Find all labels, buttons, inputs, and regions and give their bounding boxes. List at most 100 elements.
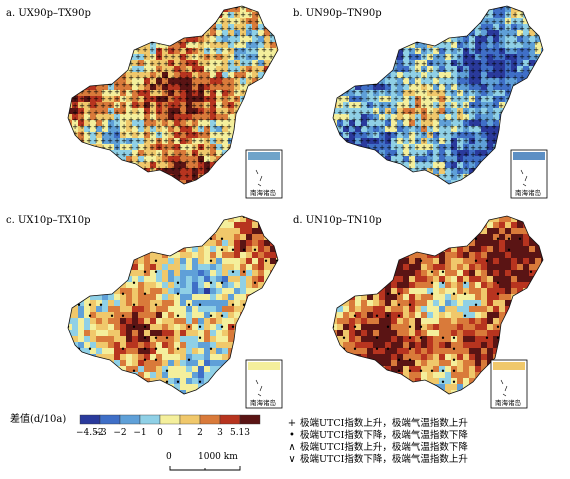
- significance-marker: +: [93, 144, 99, 152]
- significance-marker: +: [477, 116, 483, 124]
- colorbar-tick-label: 5.13: [230, 428, 250, 438]
- significance-marker: +: [261, 116, 267, 124]
- significance-marker: +: [428, 158, 434, 166]
- significance-marker: +: [233, 151, 239, 159]
- significance-marker: •: [485, 213, 490, 222]
- significance-marker: +: [79, 46, 85, 54]
- significance-marker: +: [198, 74, 204, 82]
- significance-marker: +: [184, 109, 190, 117]
- significance-marker: +: [491, 165, 497, 173]
- significance-marker: +: [351, 151, 357, 159]
- significance-marker: +: [358, 151, 364, 159]
- significance-marker: +: [198, 144, 204, 152]
- significance-marker: +: [484, 151, 490, 159]
- significance-marker: +: [212, 123, 218, 131]
- significance-marker: +: [268, 88, 274, 96]
- significance-marker: +: [191, 81, 197, 89]
- significance-marker: +: [358, 102, 364, 110]
- significance-marker: +: [254, 67, 260, 75]
- significance-marker: +: [449, 144, 455, 152]
- significance-marker: +: [533, 53, 539, 61]
- significance-marker: +: [72, 165, 78, 173]
- significance-marker: +: [421, 130, 427, 138]
- significance-marker: +: [428, 144, 434, 152]
- significance-marker: +: [407, 60, 413, 68]
- significance-marker: +: [505, 67, 511, 75]
- significance-marker: +: [414, 165, 420, 173]
- significance-marker: +: [100, 137, 106, 145]
- significance-marker: +: [149, 130, 155, 138]
- significance-marker: +: [484, 32, 490, 40]
- significance-marker: +: [330, 67, 336, 75]
- significance-marker: +: [484, 25, 490, 33]
- significance-marker: +: [519, 18, 525, 26]
- significance-marker: +: [393, 60, 399, 68]
- significance-marker: +: [533, 137, 539, 145]
- significance-marker: +: [463, 130, 469, 138]
- significance-marker: +: [100, 60, 106, 68]
- significance-marker: +: [526, 46, 532, 54]
- significance-marker: +: [421, 18, 427, 26]
- significance-marker: +: [477, 109, 483, 117]
- significance-marker: +: [121, 39, 127, 47]
- significance-marker: +: [463, 165, 469, 173]
- significance-marker: •: [331, 257, 336, 266]
- significance-marker: +: [177, 60, 183, 68]
- significance-marker: +: [79, 60, 85, 68]
- significance-marker: +: [435, 151, 441, 159]
- significance-marker: +: [226, 11, 232, 19]
- significance-marker: +: [351, 60, 357, 68]
- significance-marker: +: [212, 172, 218, 180]
- significance-marker: +: [351, 88, 357, 96]
- significance-marker: +: [163, 123, 169, 131]
- significance-marker: •: [66, 345, 71, 354]
- significance-marker: +: [463, 53, 469, 61]
- significance-marker: +: [442, 18, 448, 26]
- significance-marker: +: [435, 11, 441, 19]
- significance-marker: +: [449, 95, 455, 103]
- significance-marker: +: [233, 18, 239, 26]
- significance-marker: +: [386, 165, 392, 173]
- significance-marker: +: [484, 39, 490, 47]
- significance-marker: +: [337, 151, 343, 159]
- significance-marker: +: [93, 46, 99, 54]
- significance-marker: +: [226, 18, 232, 26]
- significance-marker: +: [442, 109, 448, 117]
- significance-marker: +: [463, 18, 469, 26]
- significance-marker: +: [240, 95, 246, 103]
- significance-marker: +: [414, 137, 420, 145]
- significance-marker: +: [156, 18, 162, 26]
- significance-marker: +: [163, 74, 169, 82]
- significance-marker: +: [330, 81, 336, 89]
- significance-marker: +: [358, 123, 364, 131]
- significance-marker: +: [107, 95, 113, 103]
- significance-marker: +: [498, 18, 504, 26]
- significance-marker: +: [505, 144, 511, 152]
- significance-marker: +: [400, 32, 406, 40]
- significance-marker: +: [470, 53, 476, 61]
- significance-marker: +: [421, 158, 427, 166]
- significance-marker: +: [407, 172, 413, 180]
- significance-marker: •: [353, 246, 358, 255]
- significance-marker: +: [421, 172, 427, 180]
- significance-marker: +: [177, 18, 183, 26]
- significance-marker: +: [379, 81, 385, 89]
- significance-marker: +: [470, 158, 476, 166]
- significance-marker: +: [358, 32, 364, 40]
- significance-marker: +: [128, 11, 134, 19]
- significance-marker: •: [386, 279, 391, 288]
- colorbar-tick-label: −1: [133, 428, 146, 438]
- significance-marker: +: [156, 123, 162, 131]
- significance-marker: +: [519, 74, 525, 82]
- significance-marker: +: [491, 109, 497, 117]
- significance-marker: +: [498, 32, 504, 40]
- significance-marker: +: [519, 137, 525, 145]
- significance-marker: +: [226, 95, 232, 103]
- significance-marker: +: [393, 123, 399, 131]
- significance-marker: +: [442, 102, 448, 110]
- significance-marker: +: [505, 4, 511, 12]
- significance-marker: +: [344, 123, 350, 131]
- significance-marker: +: [268, 81, 274, 89]
- significance-marker: +: [72, 144, 78, 152]
- significance-marker: +: [114, 137, 120, 145]
